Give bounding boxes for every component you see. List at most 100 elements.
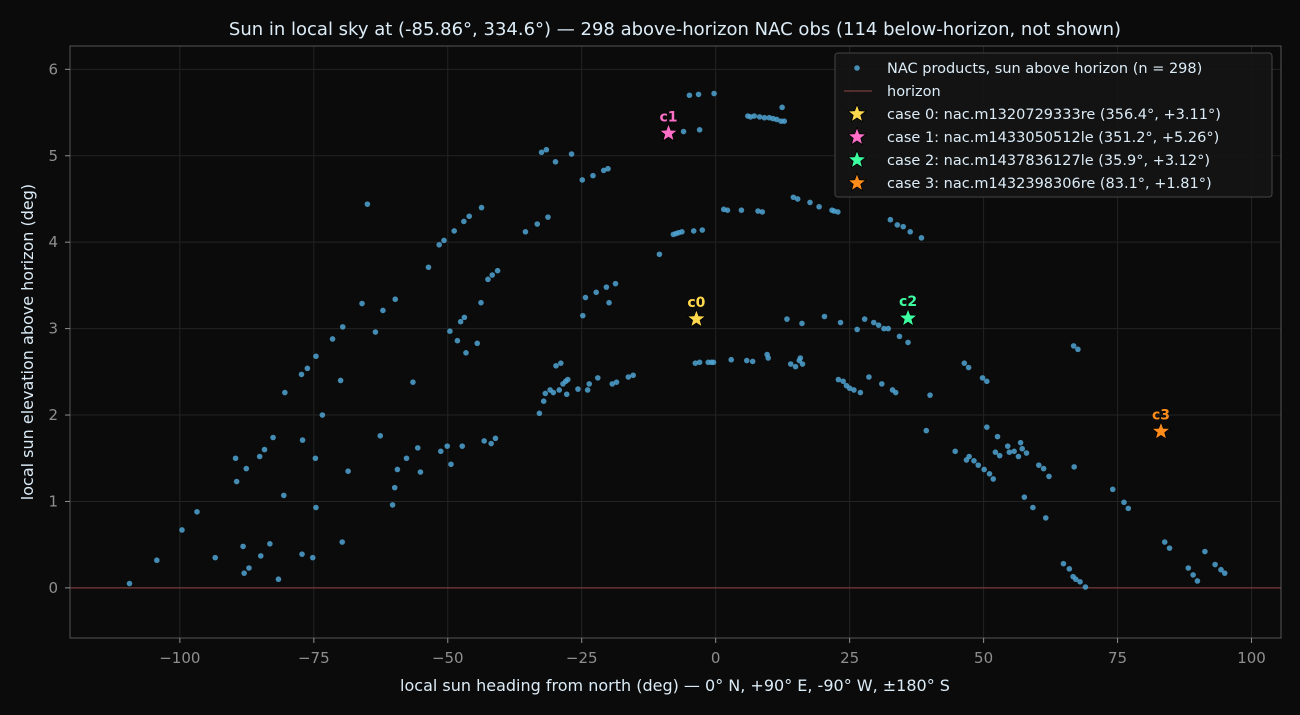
data-point <box>540 398 547 405</box>
data-point <box>749 358 756 365</box>
data-point <box>857 389 864 396</box>
data-point <box>625 374 632 380</box>
data-point <box>243 465 250 472</box>
data-points <box>126 90 1228 590</box>
data-point <box>447 328 453 334</box>
data-point <box>612 280 619 287</box>
data-point <box>1021 494 1028 500</box>
data-point <box>586 381 593 387</box>
x-tick-label: 25 <box>840 649 859 667</box>
data-point <box>481 438 488 444</box>
data-point <box>695 91 702 98</box>
y-tick-label: 3 <box>48 320 58 338</box>
data-point <box>1075 346 1081 353</box>
y-axis-ticks: 0 1 2 3 4 5 6 <box>48 60 70 597</box>
data-point <box>392 296 399 303</box>
data-point <box>556 387 563 393</box>
data-point <box>584 387 591 393</box>
data-point <box>965 364 972 371</box>
data-point <box>391 484 398 491</box>
data-point <box>892 389 899 396</box>
data-point <box>761 114 768 121</box>
data-point <box>436 241 442 248</box>
data-point <box>1190 572 1196 578</box>
x-tick-label: −50 <box>432 649 464 667</box>
data-point <box>1017 439 1024 446</box>
data-point <box>992 449 999 455</box>
data-point <box>1046 473 1052 480</box>
data-point <box>854 326 860 333</box>
legend-case-marker <box>846 126 868 146</box>
y-tick-label: 4 <box>48 233 58 251</box>
data-point <box>840 378 847 385</box>
data-point <box>425 264 432 271</box>
data-point <box>1109 486 1116 493</box>
legend-case-label: case 0: nac.m1320729333re (356.4°, +3.11… <box>887 107 1221 123</box>
chart-title: Sun in local sky at (-85.86°, 334.6°) — … <box>229 19 1121 40</box>
data-point <box>563 391 570 398</box>
data-point <box>900 223 907 230</box>
case-label: c3 <box>1152 407 1170 423</box>
data-point <box>1161 539 1168 545</box>
data-point <box>536 410 543 417</box>
data-point <box>478 299 484 306</box>
data-point <box>797 355 804 361</box>
data-point <box>773 116 780 123</box>
data-point <box>1011 448 1017 455</box>
x-tick-label: 100 <box>1237 649 1266 667</box>
legend-box <box>834 52 1273 198</box>
x-tick-label: 50 <box>974 649 993 667</box>
data-point <box>896 333 903 340</box>
data-point <box>738 207 745 214</box>
data-point <box>606 299 612 306</box>
data-point <box>870 319 877 326</box>
data-point <box>1202 548 1208 555</box>
case-label: c0 <box>687 295 705 311</box>
data-point <box>194 509 200 515</box>
data-point <box>261 446 268 453</box>
data-point <box>807 199 813 206</box>
data-point <box>1030 504 1036 511</box>
data-point <box>781 118 788 124</box>
data-point <box>792 363 799 370</box>
data-point <box>984 378 990 385</box>
data-point <box>444 443 451 449</box>
data-point <box>312 455 319 462</box>
data-point <box>656 251 663 258</box>
data-point <box>1023 450 1030 456</box>
data-point <box>461 218 467 225</box>
legend: NAC products, sun above horizon (n = 298… <box>834 52 1273 198</box>
data-point <box>975 462 982 468</box>
data-point <box>441 237 447 244</box>
data-point <box>927 392 933 398</box>
case-label: c2 <box>899 294 917 310</box>
plot-frame <box>69 45 1282 639</box>
data-point <box>1194 578 1201 584</box>
data-point <box>403 455 410 462</box>
data-point <box>966 453 972 460</box>
data-point <box>126 580 133 587</box>
legend-case-entries: case 0: nac.m1320729333re (356.4°, +3.11… <box>846 103 1221 192</box>
data-point <box>878 381 885 387</box>
data-point <box>463 350 469 356</box>
data-point <box>1166 545 1173 551</box>
case-star-marker <box>1150 420 1172 441</box>
data-point <box>686 92 693 99</box>
data-point <box>1019 445 1025 452</box>
data-point <box>861 316 868 322</box>
data-point <box>630 372 636 379</box>
data-point <box>179 527 185 533</box>
data-point <box>339 539 346 545</box>
x-tick-label: −25 <box>566 649 598 667</box>
data-point <box>438 448 444 455</box>
x-tick-label: −75 <box>298 649 330 667</box>
y-tick-label: 2 <box>48 406 58 424</box>
data-point <box>448 461 454 468</box>
data-point <box>579 177 586 183</box>
data-point <box>257 553 264 559</box>
data-point <box>534 221 541 227</box>
data-point <box>1042 515 1049 521</box>
data-point <box>154 557 160 564</box>
data-point <box>905 339 911 346</box>
data-point <box>981 466 987 473</box>
